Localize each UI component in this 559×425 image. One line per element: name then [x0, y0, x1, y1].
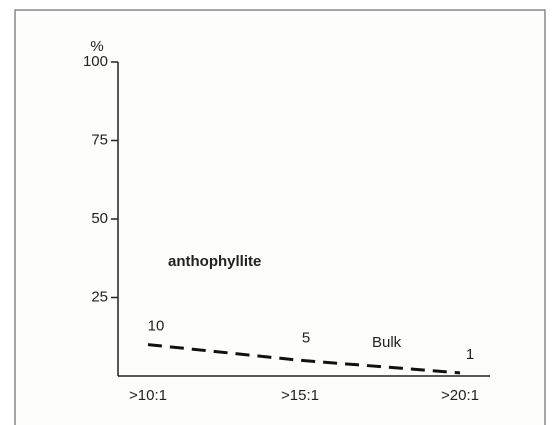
y-axis-label: % [90, 38, 103, 55]
frame [14, 9, 546, 425]
legend-label: Bulk [372, 334, 402, 351]
annotation: anthophyllite [168, 253, 261, 270]
data-label: 5 [302, 329, 310, 346]
y-tick-label: 25 [91, 288, 108, 305]
y-tick-label: 50 [91, 210, 108, 227]
y-tick-label: 100 [83, 53, 108, 70]
data-label: 10 [148, 318, 165, 335]
x-tick-label: >20:1 [441, 387, 479, 404]
y-tick-label: 75 [91, 131, 108, 148]
x-tick-label: >15:1 [281, 387, 319, 404]
data-label: 1 [466, 346, 474, 363]
line [147, 343, 461, 375]
x-tick-label: >10:1 [129, 387, 167, 404]
